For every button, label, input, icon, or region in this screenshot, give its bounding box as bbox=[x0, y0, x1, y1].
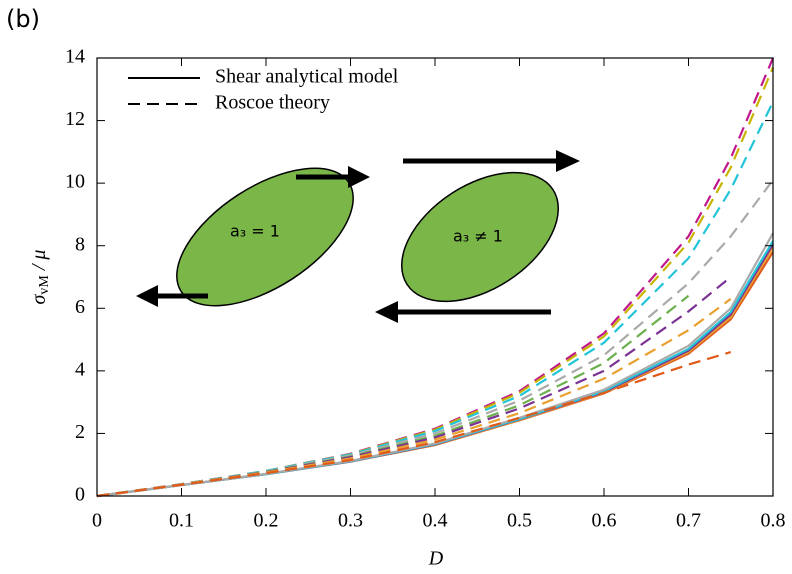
annotation: a₃ ≠ 1 bbox=[453, 227, 503, 246]
x-tick-label: 0.5 bbox=[507, 510, 532, 532]
illustration: a₃ = 1 a₃ ≠ 1 bbox=[136, 150, 580, 323]
y-axis-label: σvM / μ bbox=[28, 250, 53, 305]
arrow-head bbox=[348, 166, 370, 188]
legend-label: Shear analytical model bbox=[215, 66, 399, 88]
x-tick-label: 0.7 bbox=[676, 510, 701, 532]
series-line bbox=[96, 57, 775, 498]
y-label-subscript: vM bbox=[37, 275, 52, 295]
y-label-symbol: σ bbox=[28, 293, 50, 304]
y-tick-label: 6 bbox=[75, 296, 85, 318]
y-tick-label: 14 bbox=[65, 46, 85, 68]
x-tick-label: 0.6 bbox=[592, 510, 617, 532]
x-axis-label: D bbox=[428, 548, 444, 570]
x-tick-label: 0.8 bbox=[761, 510, 786, 532]
y-tick-label: 0 bbox=[75, 484, 85, 506]
series-line bbox=[96, 298, 732, 498]
ellipse bbox=[400, 171, 560, 303]
arrow-head bbox=[136, 285, 158, 307]
x-tick-label: 0.2 bbox=[254, 510, 279, 532]
y-tick-label: 4 bbox=[75, 358, 85, 380]
arrow-head bbox=[556, 150, 580, 172]
y-label-rest: / μ bbox=[28, 250, 50, 276]
series-line bbox=[96, 179, 774, 498]
x-tick-label: 0.3 bbox=[338, 510, 363, 532]
series-line bbox=[96, 101, 774, 498]
y-tick-label: 10 bbox=[65, 171, 85, 193]
y-tick-label: 8 bbox=[75, 233, 85, 255]
y-tick-label: 2 bbox=[75, 421, 85, 443]
x-tick-label: 0.4 bbox=[423, 510, 448, 532]
series-line bbox=[96, 276, 732, 498]
x-tick-label: 0.1 bbox=[169, 510, 194, 532]
annotation: a₃ = 1 bbox=[230, 222, 280, 241]
series-line bbox=[96, 351, 732, 498]
x-tick-label: 0 bbox=[92, 510, 102, 532]
series-line bbox=[96, 294, 690, 498]
y-tick-label: 12 bbox=[65, 108, 85, 130]
legend-label: Roscoe theory bbox=[215, 92, 330, 114]
series-line bbox=[96, 66, 775, 498]
panel-label: (b) bbox=[6, 5, 40, 33]
arrow-head bbox=[375, 301, 398, 323]
